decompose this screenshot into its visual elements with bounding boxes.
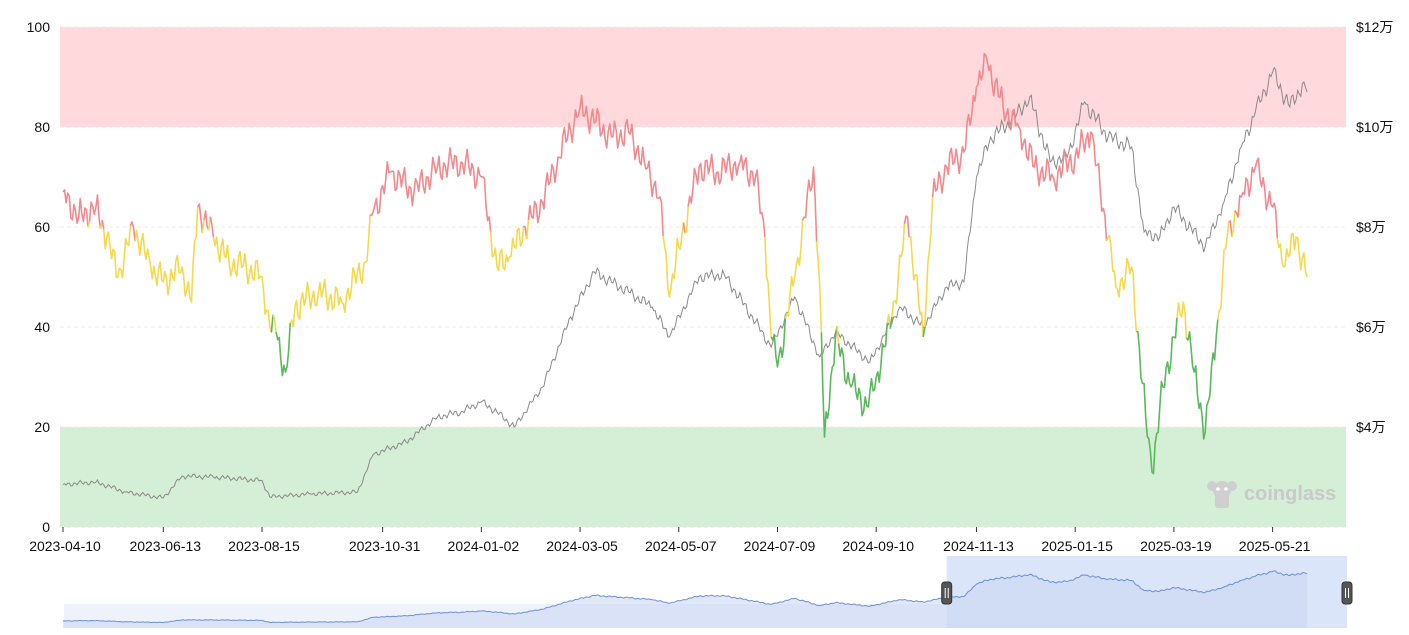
index-line-segment-12: [209, 216, 215, 238]
index-line-segment-40: [922, 326, 926, 338]
index-line-segment-49: [1231, 210, 1236, 237]
index-line-segment-34: [837, 323, 888, 417]
index-line-segment-38: [903, 215, 910, 238]
index-line-segment-31: [815, 241, 823, 333]
x-tick-label: 2025-03-19: [1140, 538, 1212, 554]
handle-grip-icon: [1341, 581, 1353, 605]
index-line-segment-44: [1136, 317, 1178, 475]
index-line-segment-0: [62, 189, 89, 228]
index-line-segment-39: [908, 235, 924, 338]
index-line-segment-35: [886, 314, 892, 329]
index-line-segment-30: [801, 166, 818, 242]
x-tick-label: 2023-04-10: [29, 538, 101, 554]
coinglass-logo-icon: [1207, 481, 1237, 508]
x-tick-label: 2024-01-02: [448, 538, 520, 554]
index-line-segment-6: [129, 221, 136, 242]
index-line-segment-19: [489, 225, 525, 272]
x-tick-label: 2024-07-09: [744, 538, 816, 554]
index-line-segment-28: [770, 318, 787, 368]
price-line-layer: [62, 66, 1308, 500]
navigator-line: [62, 570, 1308, 624]
index-line-segment-33: [836, 325, 840, 344]
index-line-segment-24: [682, 222, 686, 234]
index-line-segment-43: [1105, 234, 1138, 332]
y-right-tick-label: $6万: [1356, 319, 1386, 335]
y-right-tick-label: $8万: [1356, 219, 1386, 235]
index-line-segment-15: [272, 314, 277, 333]
index-line-segment-9: [201, 219, 205, 233]
index-line-segment-8: [196, 203, 204, 233]
index-line-segment-7: [134, 206, 199, 303]
index-line-segment-27: [764, 236, 772, 338]
handle-grip-icon: [941, 581, 953, 605]
x-tick-label: 2024-09-10: [842, 538, 914, 554]
y-left-tick-label: 0: [42, 519, 50, 535]
index-line-segment-47: [1217, 222, 1230, 320]
index-line-segment-36: [889, 316, 893, 329]
y-right-tick-label: $10万: [1356, 119, 1393, 135]
x-tick-label: 2025-05-21: [1239, 538, 1311, 554]
navigator-area: [63, 570, 1308, 628]
index-line-segment-51: [1276, 232, 1308, 278]
index-line-segment-21: [526, 219, 530, 240]
y-left-tick-label: 20: [34, 419, 50, 435]
index-line-segment-25: [684, 206, 689, 234]
x-tick-label: 2024-03-05: [546, 538, 618, 554]
zones-layer: [60, 27, 1346, 527]
y-left-tick-label: 60: [34, 219, 50, 235]
x-tick-label: 2024-11-13: [943, 538, 1014, 554]
index-line-segment-10: [203, 210, 210, 231]
index-line-segment-42: [931, 52, 1108, 242]
x-tick-label: 2025-01-15: [1041, 538, 1113, 554]
index-line-segment-23: [662, 222, 685, 298]
price-line: [62, 66, 1308, 500]
index-line-segment-46: [1185, 319, 1219, 440]
y-left-tick-label: 80: [34, 119, 50, 135]
index-line-segment-48: [1228, 220, 1233, 237]
watermark: coinglass: [1207, 481, 1336, 508]
zone-band-0: [60, 27, 1346, 127]
index-line-segment-32: [820, 325, 838, 438]
index-line-segment-45: [1176, 301, 1188, 339]
index-line-segment-41: [924, 196, 934, 327]
zone-band-1: [60, 427, 1346, 527]
y-right-tick-label: $12万: [1356, 19, 1393, 35]
y-left-tick-label: 40: [34, 319, 50, 335]
y-left-tick-label: 100: [27, 19, 51, 35]
x-tick-label: 2023-06-13: [129, 538, 201, 554]
index-line-segment-26: [687, 152, 766, 238]
index-line-segment-13: [212, 236, 273, 333]
index-line-layer: [62, 52, 1308, 475]
index-line-segment-22: [527, 94, 664, 236]
index-line-segment-14: [270, 314, 274, 333]
x-tick-label: 2024-05-07: [645, 538, 717, 554]
x-tick-label: 2023-10-31: [349, 538, 421, 554]
index-line-segment-5: [102, 225, 132, 279]
y-right-tick-label: $4万: [1356, 419, 1386, 435]
navigator[interactable]: [62, 556, 1353, 628]
index-line-segment-17: [289, 214, 371, 328]
navigator-handle-left[interactable]: [941, 581, 953, 605]
axes-layer: 0 20 40 60 80 100 $4万 $6万 $8万 $10万 $12万 2023-04-10 2…: [27, 19, 1394, 554]
index-line-segment-20: [523, 225, 528, 240]
index-line-segment-16: [275, 323, 291, 377]
index-line-segment-18: [369, 147, 492, 232]
navigator-handle-right[interactable]: [1341, 581, 1353, 605]
index-line-segment-29: [784, 220, 804, 319]
x-tick-label: 2023-08-15: [228, 538, 300, 554]
index-line-segment-4: [101, 219, 105, 230]
index-line-segment-50: [1234, 157, 1279, 239]
index-line-segment-1: [87, 220, 91, 228]
grid-layer: [60, 26, 1346, 528]
watermark-text: coinglass: [1244, 483, 1336, 505]
index-line-segment-2: [88, 194, 102, 229]
index-line-segment-37: [891, 223, 906, 318]
